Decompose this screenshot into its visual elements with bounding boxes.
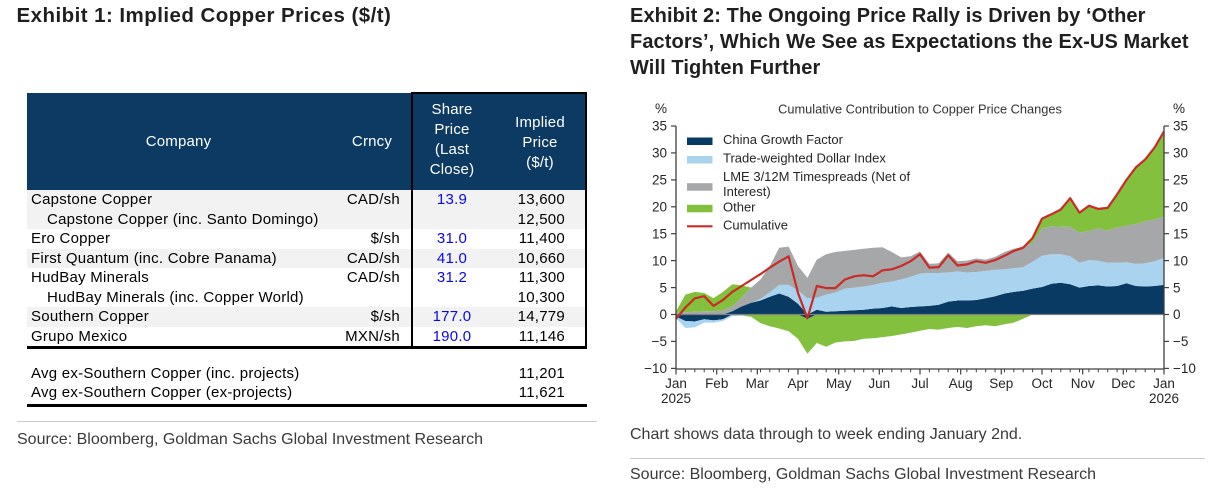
svg-text:Dec: Dec <box>1111 376 1135 391</box>
svg-text:25: 25 <box>652 173 667 188</box>
svg-text:30: 30 <box>1173 146 1188 161</box>
svg-text:Aug: Aug <box>949 376 973 391</box>
svg-text:25: 25 <box>1173 173 1188 188</box>
svg-text:Nov: Nov <box>1071 376 1095 391</box>
svg-text:Apr: Apr <box>787 376 809 391</box>
svg-text:Trade-weighted Dollar Index: Trade-weighted Dollar Index <box>723 151 886 166</box>
svg-text:%: % <box>1173 101 1185 116</box>
svg-text:10: 10 <box>1173 253 1188 268</box>
svg-text:15: 15 <box>652 226 667 241</box>
svg-text:35: 35 <box>652 119 667 134</box>
svg-text:5: 5 <box>659 280 667 295</box>
svg-text:5: 5 <box>1173 280 1181 295</box>
svg-text:Jan: Jan <box>1153 376 1175 391</box>
svg-text:30: 30 <box>652 146 667 161</box>
svg-text:China Growth Factor: China Growth Factor <box>723 132 844 147</box>
svg-text:Mar: Mar <box>746 376 770 391</box>
svg-text:2025: 2025 <box>661 391 691 406</box>
svg-text:2026: 2026 <box>1149 391 1179 406</box>
svg-text:Jun: Jun <box>868 376 890 391</box>
svg-text:−5: −5 <box>652 334 667 349</box>
svg-text:20: 20 <box>652 200 667 215</box>
svg-text:Interest): Interest) <box>723 184 771 199</box>
svg-text:0: 0 <box>1173 307 1181 322</box>
svg-text:Jul: Jul <box>911 376 928 391</box>
svg-text:35: 35 <box>1173 119 1188 134</box>
svg-text:Sep: Sep <box>989 376 1013 391</box>
svg-text:15: 15 <box>1173 226 1188 241</box>
svg-text:Cumulative: Cumulative <box>723 218 788 233</box>
svg-text:Other: Other <box>723 200 756 215</box>
svg-text:Oct: Oct <box>1031 376 1052 391</box>
svg-text:−10: −10 <box>1173 361 1196 376</box>
svg-text:20: 20 <box>1173 200 1188 215</box>
svg-text:Cumulative Contribution to Cop: Cumulative Contribution to Copper Price … <box>778 102 1062 117</box>
svg-text:0: 0 <box>659 307 667 322</box>
svg-text:−5: −5 <box>1173 334 1188 349</box>
svg-text:Jan: Jan <box>665 376 687 391</box>
svg-text:%: % <box>655 101 667 116</box>
svg-text:10: 10 <box>652 253 667 268</box>
svg-text:−10: −10 <box>644 361 667 376</box>
svg-text:Feb: Feb <box>705 376 728 391</box>
svg-text:LME 3/12M Timespreads (Net of: LME 3/12M Timespreads (Net of <box>723 169 911 184</box>
svg-text:May: May <box>826 376 852 391</box>
